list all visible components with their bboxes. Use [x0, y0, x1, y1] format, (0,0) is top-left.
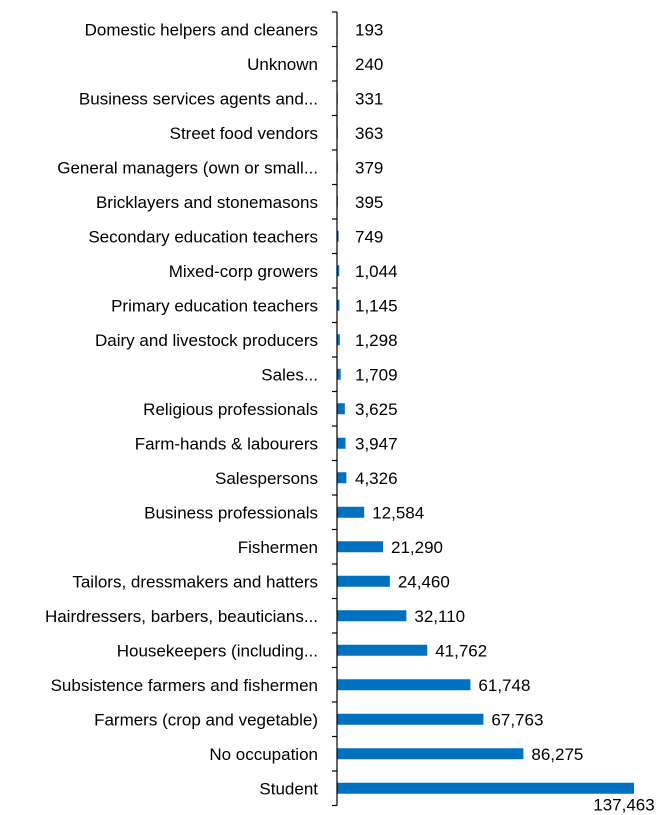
category-label: General managers (own or small... — [57, 158, 318, 177]
bar — [337, 403, 345, 415]
bar — [337, 610, 407, 622]
value-label: 395 — [355, 193, 383, 212]
value-label: 61,748 — [478, 676, 530, 695]
value-label: 3,625 — [355, 400, 398, 419]
value-label: 1,709 — [355, 365, 398, 384]
category-label: Subsistence farmers and fishermen — [51, 676, 318, 695]
bars-group — [337, 23, 634, 794]
category-label: Dairy and livestock producers — [95, 331, 318, 350]
category-label: Farm-hands & labourers — [135, 434, 318, 453]
y-axis — [332, 11, 338, 807]
category-label: Secondary education teachers — [88, 227, 318, 246]
value-label: 12,584 — [372, 503, 424, 522]
value-label: 32,110 — [414, 607, 465, 626]
bar — [337, 713, 484, 725]
bar — [337, 299, 340, 311]
value-label: 24,460 — [398, 572, 450, 591]
category-label: Business services agents and... — [79, 89, 318, 108]
bar — [337, 265, 340, 277]
bar — [337, 334, 340, 346]
value-label: 21,290 — [391, 538, 443, 557]
value-label: 363 — [355, 124, 383, 143]
category-label: Mixed-corp growers — [169, 262, 318, 281]
value-label: 67,763 — [491, 710, 543, 729]
value-label: 137,463 — [593, 795, 654, 814]
value-label: 331 — [355, 89, 383, 108]
value-label: 749 — [355, 227, 383, 246]
bar — [337, 230, 339, 242]
category-label: Tailors, dressmakers and hatters — [72, 572, 318, 591]
category-label: Farmers (crop and vegetable) — [94, 710, 318, 729]
bar — [337, 644, 428, 656]
value-label: 86,275 — [531, 745, 583, 764]
category-label: No occupation — [209, 745, 318, 764]
bar — [337, 506, 365, 518]
bar — [337, 748, 524, 760]
bar — [337, 782, 634, 794]
bar — [337, 472, 347, 484]
category-label: Hairdressers, barbers, beauticians... — [45, 607, 318, 626]
category-label: Fishermen — [238, 538, 318, 557]
value-label: 1,145 — [355, 296, 398, 315]
category-labels-group: Domestic helpers and cleaners Unknown Busi… — [45, 20, 318, 798]
category-label: Salespersons — [215, 469, 318, 488]
value-label: 193 — [355, 20, 383, 39]
category-label: Student — [259, 779, 318, 798]
value-label: 1,298 — [355, 331, 398, 350]
category-label: Sales... — [261, 365, 318, 384]
category-label: Domestic helpers and cleaners — [85, 20, 318, 39]
category-label: Religious professionals — [143, 400, 318, 419]
bar — [337, 575, 390, 587]
value-label: 4,326 — [355, 469, 398, 488]
category-label: Bricklayers and stonemasons — [96, 193, 318, 212]
category-label: Housekeepers (including... — [117, 641, 318, 660]
value-label: 1,044 — [355, 262, 398, 281]
category-label: Street food vendors — [170, 124, 318, 143]
value-label: 41,762 — [435, 641, 487, 660]
bar — [337, 679, 471, 691]
value-label: 3,947 — [355, 434, 398, 453]
bar — [337, 541, 383, 553]
value-label: 240 — [355, 55, 383, 74]
bar — [337, 368, 341, 380]
category-label: Unknown — [247, 55, 318, 74]
value-label: 379 — [355, 158, 383, 177]
category-label: Primary education teachers — [111, 296, 318, 315]
category-label: Business professionals — [144, 503, 318, 522]
value-labels-group: 193 240 331 363 379 395 749 1,044 1,145 1,298 1,70… — [355, 20, 655, 814]
bar — [337, 437, 346, 449]
